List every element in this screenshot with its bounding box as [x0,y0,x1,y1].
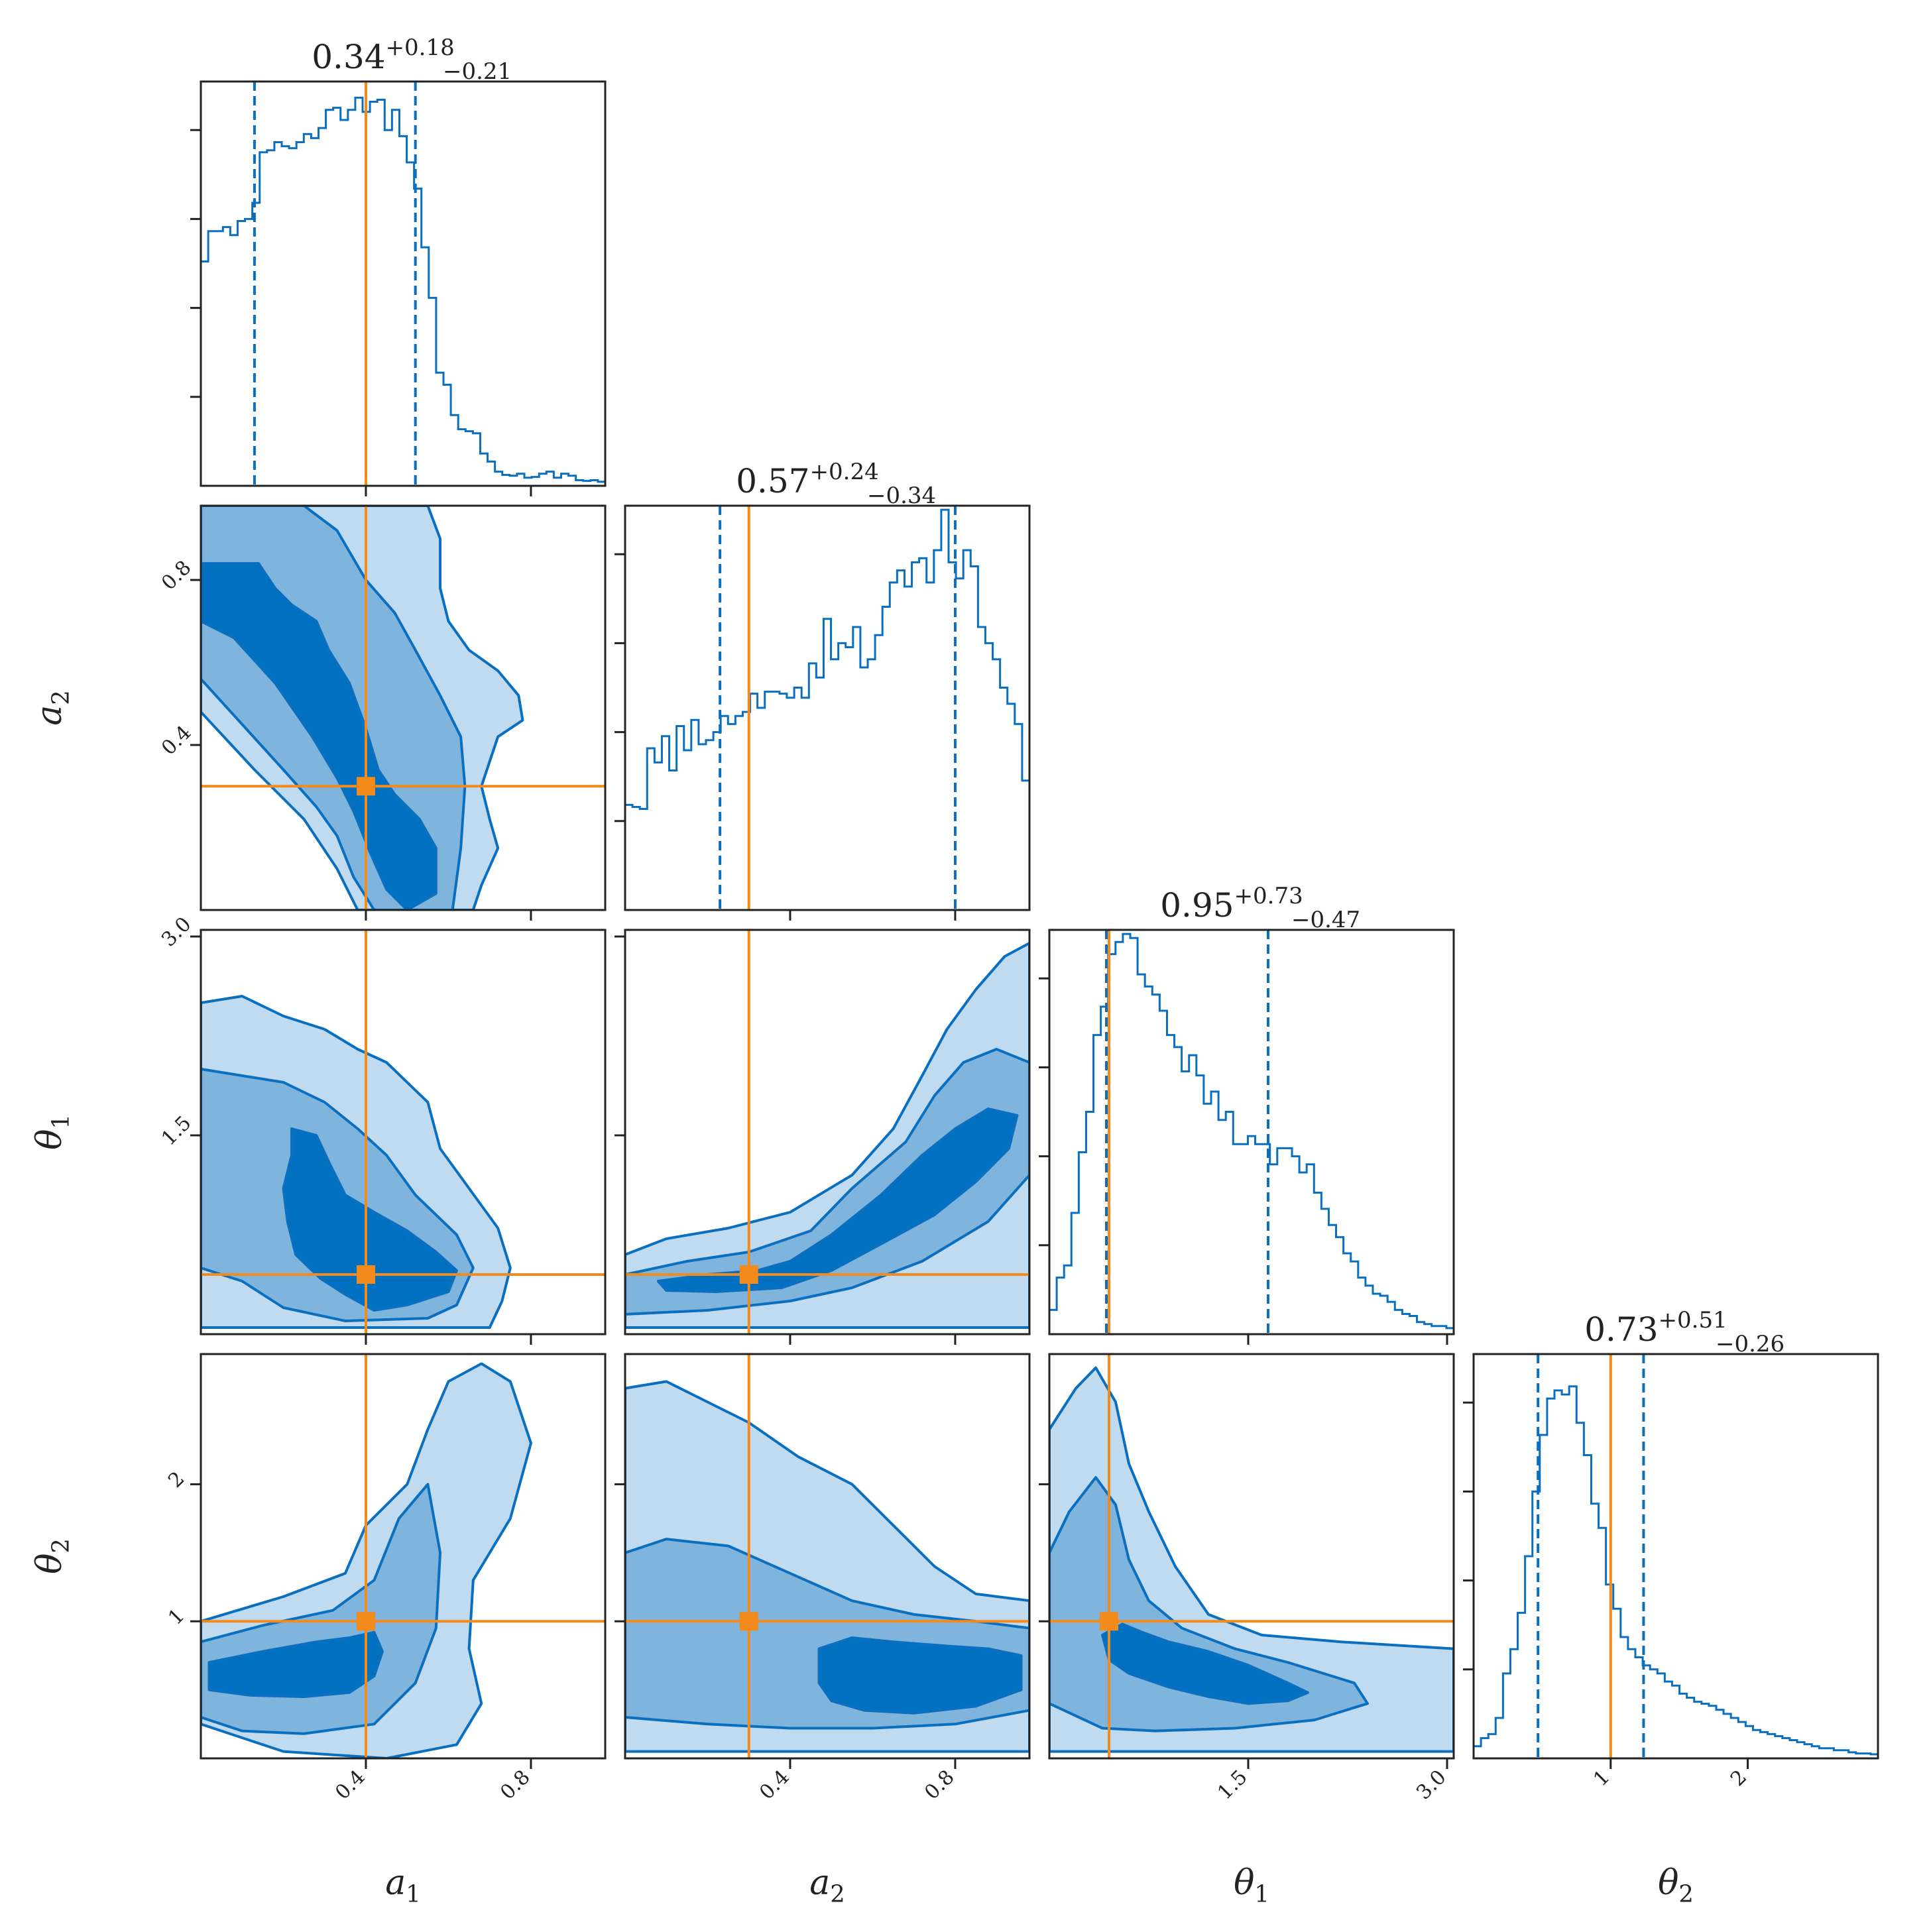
histogram-step-line [201,96,605,486]
contour-panel-3-4 [1049,1354,1454,1758]
truth-marker [739,1265,758,1284]
y-axis-label-2-symbol: a [30,705,70,726]
contour-level-mid [625,1048,1029,1316]
x-axis-label-4: θ2 [1658,1863,1694,1907]
x-axis-label-3-symbol: θ [1234,1863,1254,1903]
truth-marker [739,1612,758,1631]
x-tick-label: 0.4 [331,1766,369,1804]
y-tick-label: 3.0 [157,913,196,951]
x-axis-label-4-symbol: θ [1658,1863,1678,1903]
contour-panel-2-4 [625,1354,1029,1758]
x-tick-label: 3.0 [1412,1766,1450,1804]
y-axis-label-4: θ2 [30,1538,74,1574]
truth-marker [1100,1612,1118,1631]
x-tick-label: 0.8 [496,1766,534,1804]
x-tick-label: 1 [1589,1766,1614,1791]
contour-frame-2-4 [624,1353,1031,1760]
hist-frame-3 [1048,929,1455,1335]
summary-median: 0.57 [736,462,809,500]
histogram-step-line [1474,1385,1878,1758]
summary-plus: +0.73 [1234,883,1303,909]
y-axis-label-2-subscript: 2 [47,690,74,705]
x-axis-label-4-subscript: 2 [1678,1880,1694,1907]
contour-level-dark [207,1630,384,1698]
contour-frame-2-3 [624,929,1031,1335]
summary-median: 0.34 [312,38,385,76]
summary-plus: +0.51 [1659,1307,1727,1334]
y-axis-label-2: a2 [30,690,74,726]
summary-title-1: 0.34+0.18 [312,34,455,76]
summary-title-4: 0.73+0.51 [1584,1307,1727,1349]
hist-panel-2 [625,506,1029,910]
contour-frame-3-4 [1048,1353,1455,1760]
histogram-step-line [625,508,1029,910]
summary-plus: +0.18 [386,34,455,61]
summary-title-2: 0.57+0.24 [736,459,879,500]
contour-frame-1-3 [200,929,607,1335]
truth-marker [356,1265,375,1284]
x-axis-label-3-subscript: 1 [1254,1880,1269,1907]
summary-plus: +0.24 [810,459,879,485]
contour-panel-1-4 [201,1354,605,1758]
summary-median: 0.73 [1584,1310,1658,1349]
x-axis-label-3: θ1 [1234,1863,1269,1907]
summary-minus: −0.34 [867,483,936,509]
contour-panel-1-3 [201,930,605,1334]
y-axis-label-4-symbol: θ [30,1554,70,1574]
summary-minus: −0.26 [1716,1331,1784,1357]
x-tick-label: 2 [1726,1766,1751,1791]
x-axis-label-1-subscript: 1 [406,1880,421,1907]
x-axis-label-1: a1 [385,1863,421,1907]
truth-marker [356,1612,375,1631]
summary-minus: −0.47 [1291,907,1360,933]
x-tick-label: 0.8 [920,1766,959,1804]
summary-median: 0.95 [1160,886,1234,925]
y-axis-label-3: θ1 [30,1114,74,1150]
truth-marker [356,777,375,796]
y-tick-label: 0.8 [157,556,196,595]
y-axis-label-3-subscript: 1 [47,1114,74,1129]
histogram-step-line [1049,933,1454,1334]
hist-panel-3 [1049,930,1454,1334]
y-axis-label-3-symbol: θ [30,1129,70,1150]
contour-frame-1-2 [200,504,607,911]
y-tick-label: 0.4 [157,721,196,760]
contour-level-dark [656,1108,1019,1293]
x-axis-label-2-symbol: a [809,1863,830,1903]
contour-level-dark [817,1636,1023,1715]
contour-panel-2-3 [625,930,1029,1334]
hist-frame-2 [624,504,1031,911]
hist-frame-4 [1472,1353,1879,1760]
x-tick-label: 1.5 [1213,1766,1252,1804]
hist-panel-1 [201,82,605,486]
y-tick-label: 1 [164,1604,189,1629]
y-tick-label: 1.5 [157,1111,196,1150]
x-axis-label-1-symbol: a [385,1863,406,1903]
summary-title-3: 0.95+0.73 [1160,883,1303,925]
contour-level-dark [1101,1622,1309,1705]
x-axis-label-2-subscript: 2 [830,1880,845,1907]
y-axis-label-4-subscript: 2 [47,1538,74,1554]
x-axis-label-2: a2 [809,1863,845,1907]
contour-panel-1-2 [201,506,605,910]
contour-level-dark [201,562,438,910]
hist-frame-1 [200,80,607,487]
x-tick-label: 0.4 [755,1766,793,1804]
summary-minus: −0.21 [443,58,512,85]
contour-frame-1-4 [200,1353,607,1760]
contour-level-dark [282,1127,458,1312]
y-tick-label: 2 [164,1467,189,1493]
hist-panel-4 [1474,1354,1878,1758]
